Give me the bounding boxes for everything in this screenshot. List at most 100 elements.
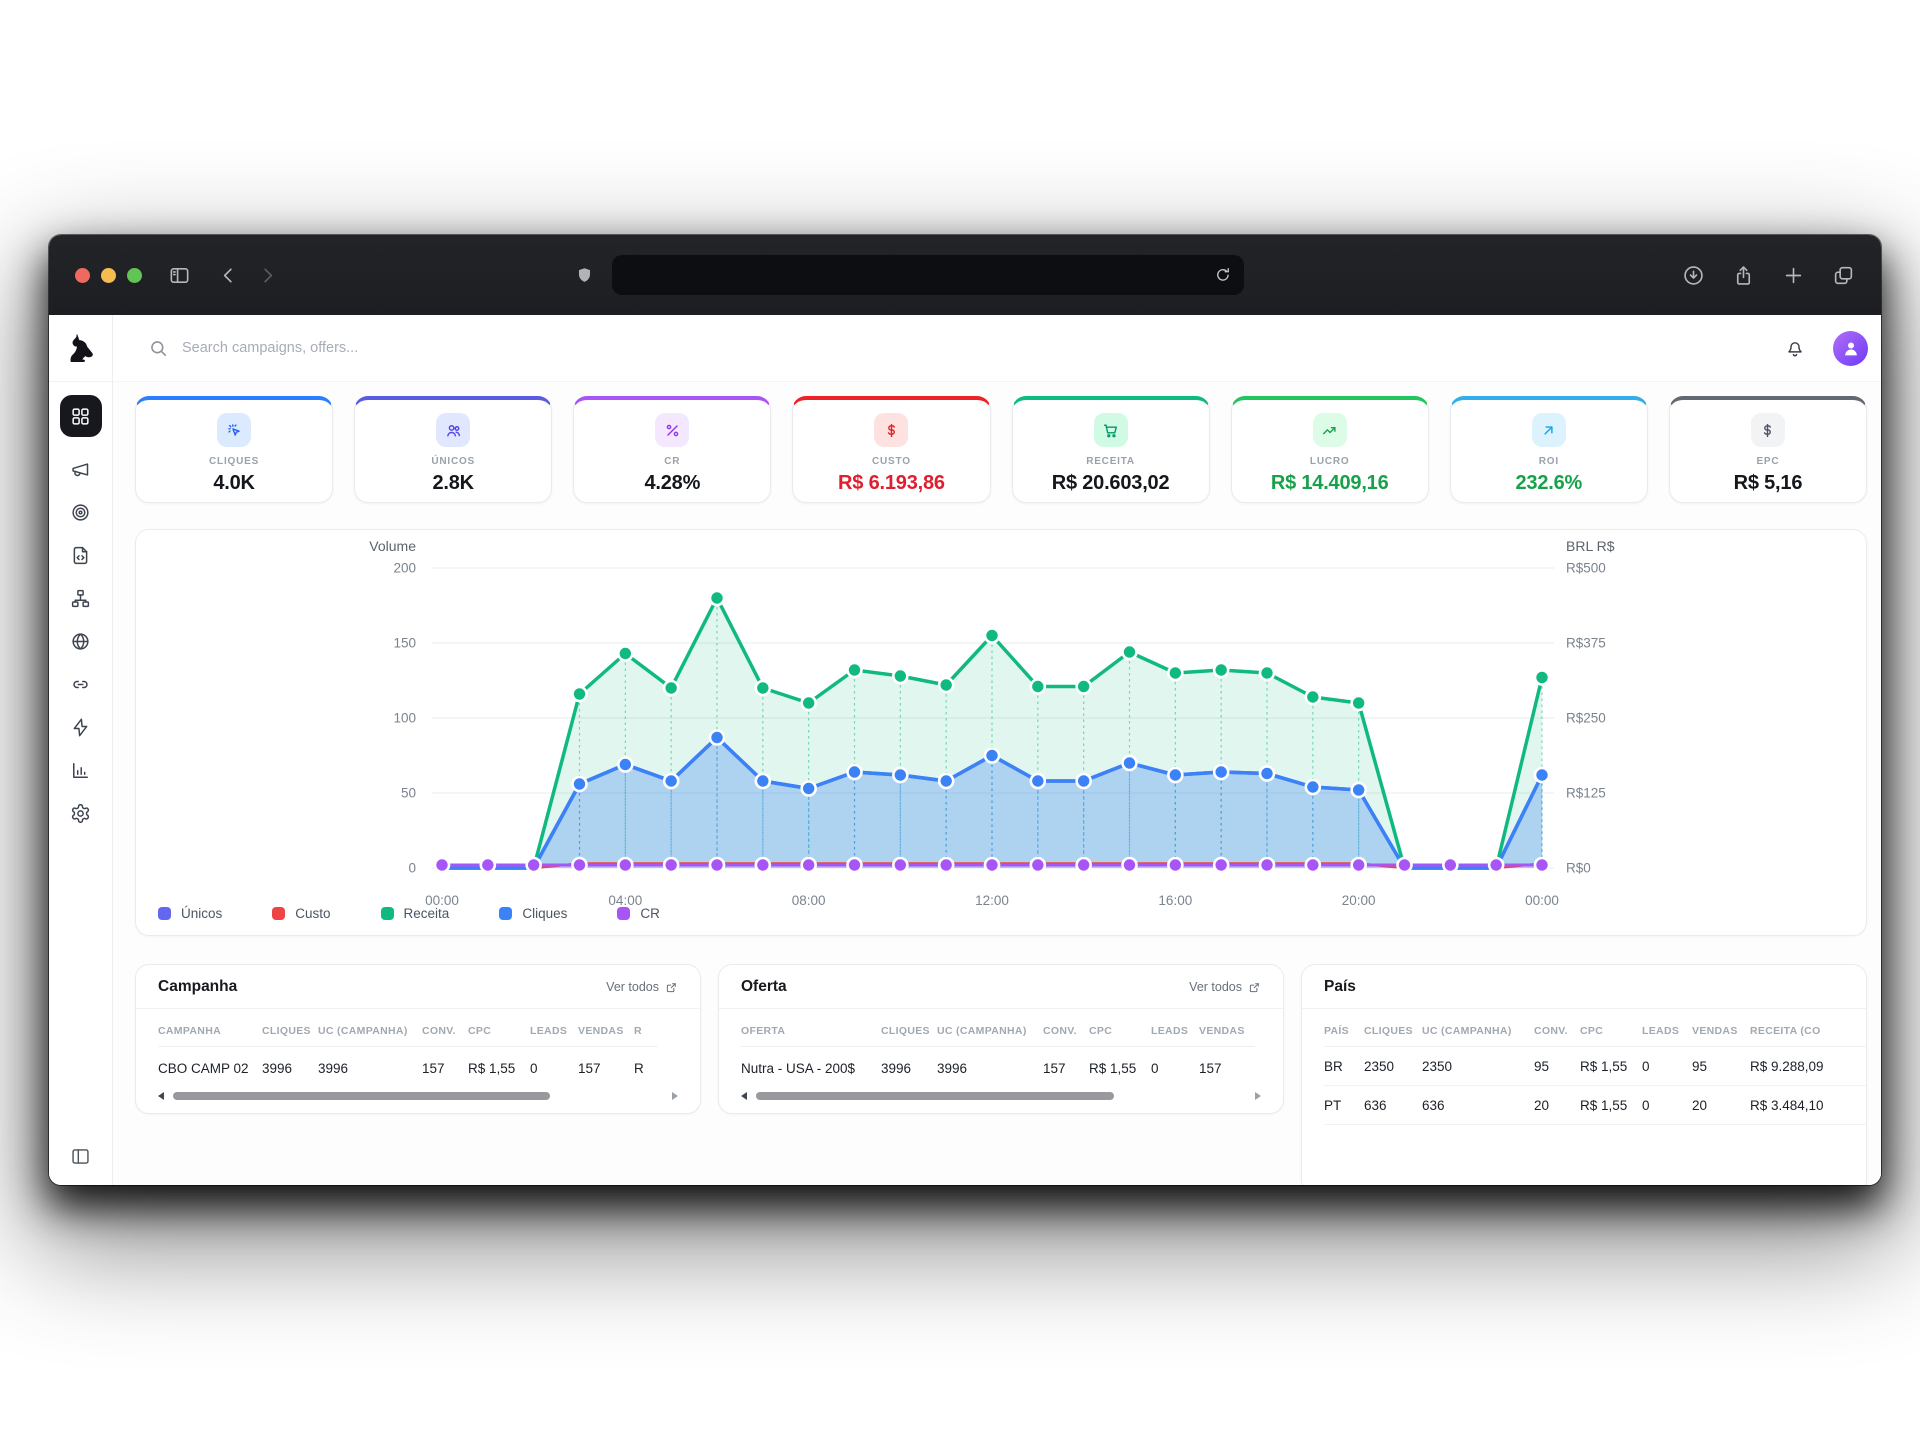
arrow-up-right-icon xyxy=(1531,413,1566,447)
tabs-icon[interactable] xyxy=(1832,264,1855,287)
column-header: CONV. xyxy=(422,1013,468,1047)
sidebar xyxy=(49,315,113,1185)
sidebar-item-offers[interactable] xyxy=(68,499,94,525)
scroll-right-arrow[interactable] xyxy=(672,1092,678,1100)
svg-text:R$250: R$250 xyxy=(1566,711,1606,726)
sidebar-toggle-icon[interactable] xyxy=(168,264,191,287)
sidebar-item-dashboard[interactable] xyxy=(59,395,102,437)
bell-icon[interactable] xyxy=(1784,337,1806,359)
sidebar-item-landing-pages[interactable] xyxy=(68,542,94,568)
scrollbar-track[interactable] xyxy=(173,1092,663,1100)
search-input[interactable] xyxy=(182,340,642,356)
column-header: VENDAS xyxy=(1199,1013,1255,1047)
table-title: País xyxy=(1324,978,1356,995)
kpi-value: 4.28% xyxy=(644,472,701,494)
legend-item-únicos[interactable]: Únicos xyxy=(158,906,222,921)
main-area: CLIQUES 4.0K ÚNICOS 2.8K CR 4.28% CUSTO R$ 6.19… xyxy=(113,315,1881,1185)
kpi-label: ÚNICOS xyxy=(431,456,476,467)
kpi-label: LUCRO xyxy=(1309,456,1350,467)
svg-text:12:00: 12:00 xyxy=(975,893,1009,908)
sidebar-collapse-icon[interactable] xyxy=(70,1146,91,1167)
share-icon[interactable] xyxy=(1732,264,1755,287)
scrollbar-thumb[interactable] xyxy=(756,1092,1114,1100)
traffic-light-close[interactable] xyxy=(75,267,90,283)
kpi-value: 232.6% xyxy=(1515,472,1583,494)
kpi-card-custo: CUSTO R$ 6.193,86 xyxy=(792,396,991,503)
scroll-right-arrow[interactable] xyxy=(1255,1092,1261,1100)
legend-item-cliques[interactable]: Cliques xyxy=(499,906,567,921)
column-header: VENDAS xyxy=(1692,1013,1750,1047)
sidebar-item-automation[interactable] xyxy=(68,714,94,740)
column-header: CONV. xyxy=(1043,1013,1089,1047)
trending-up-icon xyxy=(1312,413,1347,447)
kpi-label: ROI xyxy=(1538,456,1559,467)
legend-swatch xyxy=(158,907,171,920)
table-cell: 157 xyxy=(1199,1061,1222,1076)
legend-item-cr[interactable]: CR xyxy=(617,906,660,921)
table-row: BR 2350 2350 95 R$ 1,55 0 95 R$ 9.288,09 xyxy=(1324,1046,1866,1086)
reload-icon[interactable] xyxy=(1214,266,1232,284)
kpi-label: CUSTO xyxy=(872,456,911,467)
kpi-value: 2.8K xyxy=(432,472,474,494)
ver-todos-label: Ver todos xyxy=(606,980,659,994)
svg-text:R$500: R$500 xyxy=(1566,561,1606,576)
sidebar-item-links[interactable] xyxy=(68,671,94,697)
kpi-card-receita: RECEITA R$ 20.603,02 xyxy=(1011,396,1210,503)
sidebar-item-flows[interactable] xyxy=(68,585,94,611)
legend-item-custo[interactable]: Custo xyxy=(272,906,331,921)
legend-label: Custo xyxy=(295,906,331,921)
sidebar-item-campaigns[interactable] xyxy=(68,456,94,482)
column-header: RECEITA (CO xyxy=(1750,1013,1866,1047)
column-header: CLIQUES xyxy=(1364,1013,1422,1047)
search-bar[interactable] xyxy=(149,339,1784,358)
app-logo[interactable] xyxy=(49,315,112,382)
svg-text:R$0: R$0 xyxy=(1566,861,1591,876)
column-header: R xyxy=(634,1013,658,1047)
svg-text:Volume: Volume xyxy=(369,538,416,554)
table-cell: 3996 xyxy=(937,1061,968,1076)
search-icon xyxy=(149,339,168,358)
address-bar[interactable] xyxy=(612,255,1244,295)
kpi-card-roi: ROI 232.6% xyxy=(1449,396,1648,503)
traffic-light-zoom[interactable] xyxy=(127,267,142,283)
chevron-left-icon[interactable] xyxy=(217,264,240,287)
kpi-value: 4.0K xyxy=(213,472,255,494)
sidebar-item-domains[interactable] xyxy=(68,628,94,654)
dollar-icon xyxy=(1750,413,1785,447)
ver-todos-link[interactable]: Ver todos xyxy=(606,980,678,994)
scrollbar-thumb[interactable] xyxy=(173,1092,551,1100)
download-icon[interactable] xyxy=(1682,264,1705,287)
table-cell: Nutra - USA - 200$ xyxy=(741,1061,856,1076)
ver-todos-link[interactable]: Ver todos xyxy=(1189,980,1261,994)
avatar[interactable] xyxy=(1833,330,1868,366)
scroll-left-arrow[interactable] xyxy=(741,1092,747,1100)
table-cell: 95 xyxy=(1692,1046,1750,1086)
table-cell: 0 xyxy=(1642,1085,1692,1125)
column-header: CPC xyxy=(1089,1013,1151,1047)
legend-label: CR xyxy=(640,906,660,921)
table-title: Oferta xyxy=(741,978,787,995)
sidebar-item-settings[interactable] xyxy=(68,800,94,826)
shield-icon[interactable] xyxy=(575,266,594,285)
table-cell: PT xyxy=(1324,1085,1364,1125)
table-cell: 0 xyxy=(530,1061,538,1076)
svg-text:200: 200 xyxy=(393,561,416,576)
svg-text:R$375: R$375 xyxy=(1566,636,1606,651)
table-cell: 2350 xyxy=(1422,1046,1534,1086)
legend-item-receita[interactable]: Receita xyxy=(380,906,449,921)
scroll-left-arrow[interactable] xyxy=(158,1092,164,1100)
svg-text:20:00: 20:00 xyxy=(1342,893,1376,908)
scrollbar-track[interactable] xyxy=(756,1092,1246,1100)
table-cell: 0 xyxy=(1642,1046,1692,1086)
chart-card: 200 R$500 150 R$375 100 R$250 50 R$125 0 R$0 Volum… xyxy=(135,529,1867,936)
column-header: CLIQUES xyxy=(262,1013,318,1047)
svg-text:0: 0 xyxy=(408,861,416,876)
traffic-light-minimize[interactable] xyxy=(101,267,116,283)
sidebar-nav xyxy=(59,382,102,1146)
kpi-label: CLIQUES xyxy=(209,456,260,467)
column-header: UC (CAMPANHA) xyxy=(1422,1013,1534,1047)
sidebar-item-reports[interactable] xyxy=(68,757,94,783)
new-tab-icon[interactable] xyxy=(1782,264,1805,287)
ver-todos-label: Ver todos xyxy=(1189,980,1242,994)
dog-logo-icon xyxy=(65,332,97,364)
